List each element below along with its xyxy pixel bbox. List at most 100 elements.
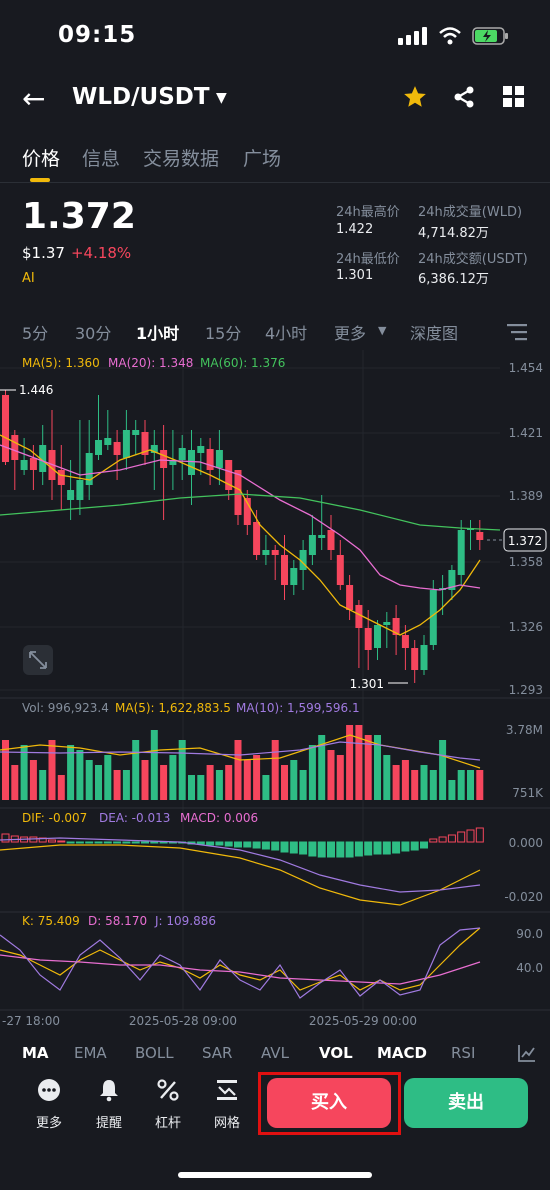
candle-body [132,430,140,435]
candle-body [178,448,186,460]
grid-button[interactable]: 网格 [203,1078,251,1131]
timeframe-more-caret-icon[interactable]: ▼ [378,324,387,337]
macd-bar [373,841,382,855]
macd-bar [280,841,289,853]
candle-body [346,585,354,610]
ma20-legend: MA(20): 1.348 [108,356,193,370]
candle-body [374,625,381,648]
indicator-avl[interactable]: AVL [261,1044,289,1062]
indicator-sar[interactable]: SAR [202,1044,233,1062]
grid-layout-icon[interactable] [503,86,525,108]
timeframe-5m[interactable]: 5分 [22,324,49,343]
buy-button[interactable]: 买入 [267,1078,391,1128]
volume-bar [178,740,186,800]
tab-square[interactable]: 广场 [243,148,282,170]
ma5-legend: MA(5): 1.360 [22,356,100,370]
percent-icon [157,1079,179,1101]
indicator-ma[interactable]: MA [22,1044,49,1062]
dif-legend: DIF: -0.007 [22,811,87,825]
expand-icon[interactable] [23,645,53,675]
tab-trade-data[interactable]: 交易数据 [143,148,220,170]
vol-ma10-line [0,741,481,761]
macd-bar [75,841,84,844]
x-tick: -27 18:00 [2,1014,60,1028]
leverage-button[interactable]: 杠杆 [144,1078,192,1131]
volume-bar [327,750,335,800]
y-tick: 1.389 [509,489,543,503]
volume-bar [374,735,381,800]
candle-body [95,440,102,455]
indicator-settings-icon[interactable] [518,1044,536,1062]
macd-bar [261,841,270,850]
kdj-tick: 40.0 [516,961,543,975]
macd-bar [420,841,428,849]
indicator-vol[interactable]: VOL [319,1044,353,1062]
indicator-macd[interactable]: MACD [377,1044,427,1062]
timeframe-30m[interactable]: 30分 [75,324,112,343]
volume-bar [2,740,9,800]
divider [0,182,550,183]
low-label: 24h最低价 [336,252,400,267]
j-line [0,927,481,999]
sell-button[interactable]: 卖出 [404,1078,528,1128]
kdj-tick: 90.0 [516,927,543,941]
volume-bar [262,775,270,800]
timeframe-depth[interactable]: 深度图 [410,324,459,343]
share-icon[interactable] [452,85,476,109]
tab-price[interactable]: 价格 [22,148,61,170]
timeframe-1h[interactable]: 1小时 [136,324,180,343]
macd-bar [85,841,94,844]
timeframe-bar: 5分 30分 1小时 15分 4小时 更多 ▼ 深度图 [0,318,550,346]
current-price-box [503,528,547,552]
candle-body [85,453,93,485]
volume-bar [448,780,456,800]
volume-label: 24h成交量(WLD) [418,205,523,220]
candle-body [457,530,465,575]
macd-bar [382,841,391,855]
macd-bar [103,841,112,844]
macd-bar [215,841,224,846]
volume-bar [364,735,372,800]
macd-bar [354,841,363,857]
volume-bars [0,725,484,800]
indicator-ema[interactable]: EMA [74,1044,107,1062]
macd-bar [345,841,354,858]
candle-body [355,605,363,628]
volume-bar [383,755,391,800]
dif-line [0,844,481,906]
candle-body [401,635,409,648]
volume-bar [318,735,326,800]
timeframe-4h[interactable]: 4小时 [265,324,308,343]
volume-bar [20,745,28,800]
candle-body [29,458,37,470]
y-tick: 1.421 [509,426,543,440]
pair-title[interactable]: WLD/USDT [72,84,210,110]
favorite-star-icon[interactable] [402,84,428,110]
macd-bar [475,827,484,843]
macd-bar [327,841,335,858]
chart-settings-icon[interactable] [507,323,527,341]
ma20-line [0,444,481,591]
indicator-rsi[interactable]: RSI [451,1044,476,1062]
candle-body [411,648,419,670]
indicator-boll[interactable]: BOLL [135,1044,174,1062]
candle-body [243,498,251,525]
d-legend: D: 58.170 [88,914,147,928]
leverage-label: 杠杆 [154,1116,181,1131]
timeframe-15m[interactable]: 15分 [205,324,242,343]
alert-button[interactable]: 提醒 [85,1078,133,1131]
candle-body [169,460,177,465]
more-button[interactable]: 更多 [25,1078,73,1131]
category-tag[interactable]: AI [22,271,35,286]
ma60-line [0,493,501,531]
timeframe-more[interactable]: 更多 [334,324,367,343]
back-arrow-icon[interactable]: ← [22,82,46,115]
low-marker: 1.301 [350,677,384,691]
pair-dropdown-icon[interactable]: ▼ [216,90,227,106]
kline-chart[interactable]: MA(5): 1.360 MA(20): 1.348 MA(60): 1.376… [0,350,550,1040]
tab-info[interactable]: 信息 [82,148,121,170]
volume-bar [85,760,93,800]
more-dots-icon [38,1079,60,1101]
y-tick: 1.293 [509,683,543,697]
volume-bar [48,740,56,800]
